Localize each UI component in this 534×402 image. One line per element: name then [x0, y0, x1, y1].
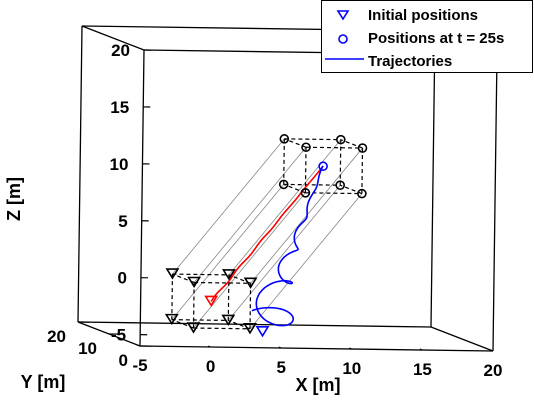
trajectory-line	[228, 139, 342, 276]
trajectory-line	[193, 192, 306, 329]
formation-edge	[361, 148, 364, 194]
y-axis-label: Y [m]	[21, 372, 66, 392]
box-edge	[77, 25, 83, 323]
axes-box-front	[77, 49, 498, 352]
formation-edge	[339, 139, 342, 186]
x-tick-mark	[137, 344, 141, 347]
x-tick-mark	[490, 349, 494, 352]
final-position-marker	[279, 134, 290, 144]
formation-edge	[305, 192, 362, 195]
formation-edge	[171, 319, 229, 322]
box-edge	[430, 326, 494, 352]
initial-position-marker	[243, 277, 258, 289]
x-axis-label: X [m]	[296, 375, 341, 395]
final-position-marker	[301, 142, 311, 153]
initial-position-marker	[243, 323, 257, 335]
follower-trajectories	[171, 138, 363, 330]
final-position-marker	[300, 188, 311, 198]
final-position-marker	[357, 143, 368, 153]
legend-box	[321, 0, 533, 73]
box-edge	[81, 25, 145, 51]
initial-position-marker	[165, 268, 180, 280]
y-tick-label: 20	[47, 327, 66, 346]
initial-position-marker	[164, 313, 179, 326]
trajectory-line	[172, 138, 285, 275]
legend-label-final: Positions at t = 25s	[368, 30, 504, 47]
x-tick-mark	[207, 345, 211, 348]
box-edge	[139, 49, 145, 347]
x-tick-label: -5	[132, 356, 147, 375]
final-position-marker	[357, 188, 367, 199]
trajectory-line	[227, 184, 341, 321]
z-tick-label: 20	[111, 41, 130, 60]
markers	[164, 134, 368, 338]
initial-position-marker	[187, 276, 202, 289]
x-tick-label: 15	[413, 360, 432, 379]
z-axis-label: Z [m]	[4, 177, 24, 221]
formation-edge	[172, 273, 229, 276]
trajectory-line	[171, 184, 285, 320]
box-edge	[139, 345, 494, 352]
y-tick-label: 10	[78, 339, 97, 358]
formation-edge	[249, 283, 252, 329]
legend: Initial positions Positions at t = 25s T…	[321, 0, 533, 73]
formation-edge	[306, 146, 363, 149]
legend-marker-final	[338, 34, 348, 44]
final-position-marker	[335, 180, 345, 190]
formation-edge	[283, 183, 341, 186]
x-tick-label: 5	[276, 358, 285, 377]
z-tick-label: -5	[111, 326, 126, 345]
formation-edge	[192, 282, 195, 329]
x-tick-label: 0	[206, 357, 215, 376]
initial-position-marker	[255, 326, 270, 338]
initial-position-marker	[221, 269, 236, 281]
formation-edge	[193, 327, 251, 330]
formation-edge	[194, 281, 251, 284]
legend-label-trajectories: Trajectories	[368, 53, 452, 70]
x-tick-mark	[419, 348, 423, 351]
y-tick-label: 0	[119, 351, 128, 370]
formation-edge	[171, 274, 174, 320]
initial-position-marker	[221, 314, 236, 326]
legend-marker-initial	[336, 10, 350, 21]
z-tick-label: 5	[118, 212, 127, 231]
final-position-marker	[278, 179, 289, 190]
final-position-marker	[318, 161, 328, 172]
highlight-trajectory-line	[251, 165, 324, 327]
z-tick-label: 15	[110, 98, 129, 117]
x-tick-mark	[278, 346, 282, 349]
z-tick-label: 0	[117, 269, 126, 288]
z-tick-label: 10	[110, 155, 129, 174]
highlight-trajectory	[251, 165, 324, 327]
initial-position-marker	[186, 322, 201, 334]
formation-edge	[284, 138, 341, 141]
x-tick-label: 20	[484, 361, 503, 380]
legend-label-initial: Initial positions	[368, 7, 478, 24]
box-edge	[430, 30, 436, 328]
initial-position-marker	[204, 295, 219, 307]
x-tick-mark	[349, 347, 353, 350]
leader-trajectory	[210, 165, 324, 302]
leader-trajectory-line	[210, 165, 324, 302]
x-tick-label: 10	[342, 359, 361, 378]
trajectory-line	[193, 147, 307, 283]
final-position-marker	[336, 134, 346, 145]
trajectory-line	[249, 193, 363, 330]
formation-edge	[283, 138, 285, 185]
box-edge	[492, 54, 498, 352]
